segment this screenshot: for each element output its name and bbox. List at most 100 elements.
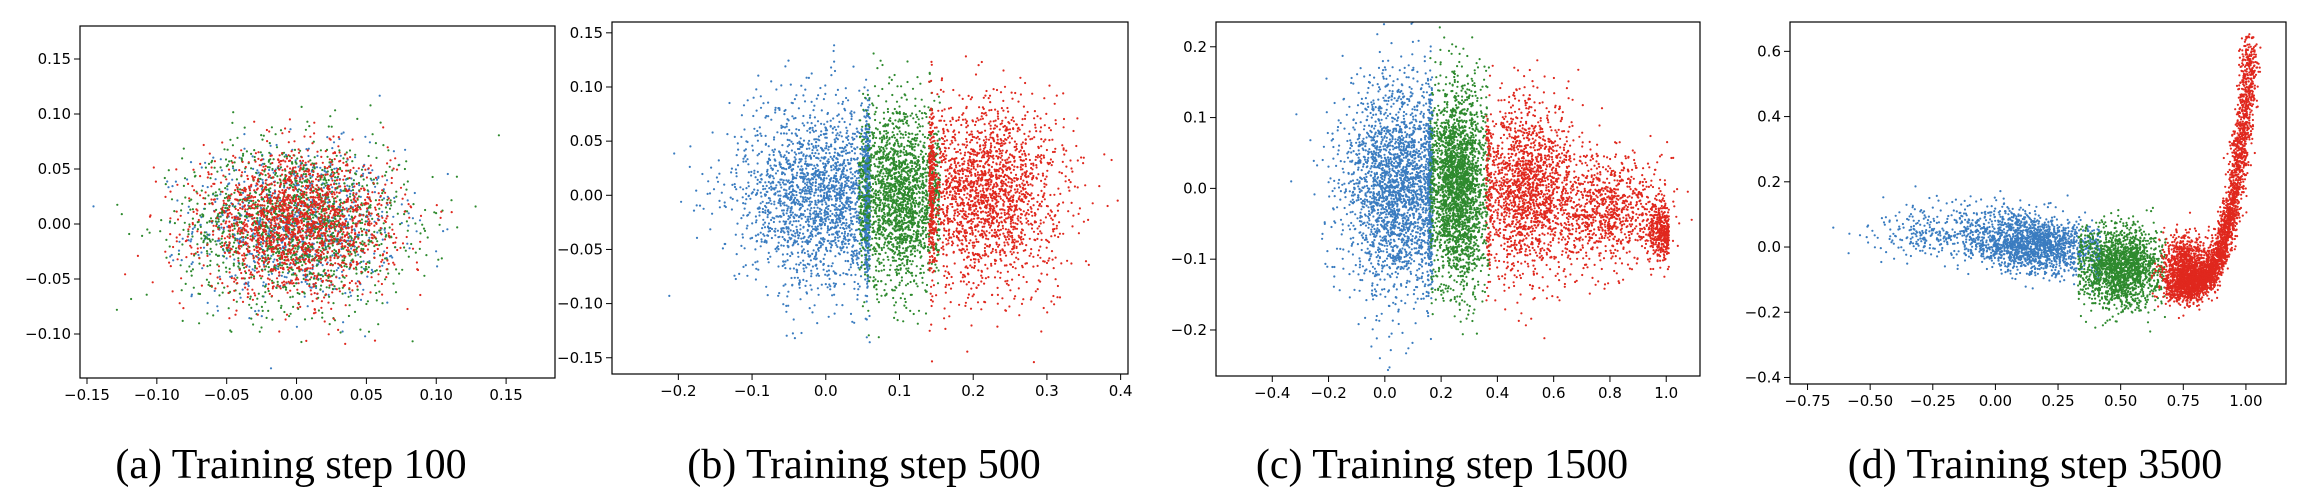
scatter-point <box>364 269 367 272</box>
scatter-point <box>238 242 241 245</box>
scatter-point <box>124 273 127 276</box>
scatter-point <box>287 141 290 144</box>
scatter-point <box>814 138 818 141</box>
scatter-point <box>317 179 320 182</box>
scatter-point <box>244 210 247 213</box>
scatter-point <box>759 95 762 98</box>
scatter-point <box>375 243 378 246</box>
scatter-point <box>455 175 458 178</box>
scatter-point <box>198 322 201 325</box>
scatter-point <box>736 199 739 202</box>
scatter-point <box>338 203 341 206</box>
scatter-point <box>321 251 324 254</box>
scatter-point <box>337 136 340 139</box>
scatter-point <box>228 233 231 236</box>
scatter-point <box>333 221 336 224</box>
scatter-point <box>327 333 330 336</box>
scatter-point <box>348 185 351 188</box>
scatter-point <box>220 245 223 248</box>
scatter-point <box>314 225 317 228</box>
scatter-point <box>419 232 422 235</box>
scatter-point <box>294 247 297 250</box>
scatter-point <box>779 202 782 205</box>
scatter-point <box>329 115 332 118</box>
scatter-point <box>366 275 369 278</box>
scatter-point <box>291 168 294 171</box>
scatter-point <box>391 228 394 231</box>
scatter-point <box>221 214 224 217</box>
scatter-point <box>339 331 342 334</box>
scatter-point <box>293 244 296 247</box>
y-tick-label: 0.15 <box>38 50 71 68</box>
scatter-point <box>381 192 384 195</box>
scatter-point <box>254 266 257 269</box>
scatter-point <box>279 220 282 223</box>
scatter-point <box>827 315 830 318</box>
scatter-point <box>233 241 236 244</box>
scatter-point <box>154 180 157 183</box>
scatter-point <box>265 194 268 197</box>
scatter-point <box>289 249 292 252</box>
scatter-point <box>164 250 167 253</box>
scatter-point <box>252 245 255 248</box>
scatter-point <box>263 265 266 268</box>
scatter-point <box>258 225 261 228</box>
scatter-point <box>253 216 256 220</box>
scatter-point <box>326 136 329 139</box>
scatter-point <box>241 254 244 257</box>
scatter-point <box>160 219 163 222</box>
scatter-point <box>191 261 194 264</box>
scatter-point <box>332 214 335 217</box>
scatter-point <box>305 234 308 237</box>
scatter-point <box>316 248 319 251</box>
scatter-point <box>313 274 316 277</box>
scatter-point <box>787 205 790 208</box>
scatter-point <box>285 235 288 238</box>
scatter-point <box>195 190 198 193</box>
scatter-point <box>386 246 389 249</box>
scatter-point <box>791 211 794 214</box>
scatter-point <box>237 257 240 260</box>
scatter-point <box>410 206 413 209</box>
scatter-point <box>293 140 296 143</box>
scatter-point <box>286 178 289 181</box>
scatter-point <box>776 131 779 134</box>
scatter-point <box>322 200 325 203</box>
scatter-point <box>243 252 246 255</box>
scatter-point <box>265 224 268 227</box>
scatter-point <box>280 251 283 254</box>
scatter-point <box>281 213 284 216</box>
scatter-point <box>244 218 247 221</box>
scatter-point <box>295 325 298 328</box>
scatter-point <box>223 196 226 200</box>
scatter-point <box>855 252 859 255</box>
scatter-point <box>407 224 410 227</box>
scatter-point <box>247 250 250 254</box>
scatter-point <box>299 164 302 167</box>
scatter-point <box>254 264 257 268</box>
scatter-point <box>320 213 323 216</box>
scatter-point <box>309 289 312 292</box>
scatter-point <box>291 244 294 247</box>
scatter-point <box>288 244 291 247</box>
scatter-point <box>294 160 297 164</box>
scatter-point <box>262 214 266 217</box>
scatter-point <box>310 245 313 248</box>
scatter-point <box>289 218 292 221</box>
scatter-point <box>401 268 404 271</box>
scatter-point <box>348 254 351 257</box>
scatter-point <box>329 256 332 259</box>
scatter-point <box>810 190 814 193</box>
scatter-point <box>243 266 246 269</box>
scatter-point <box>309 196 312 199</box>
scatter-point <box>292 305 295 308</box>
scatter-point <box>286 291 289 294</box>
scatter-point <box>370 272 373 275</box>
scatter-point <box>261 222 264 225</box>
scatter-point <box>271 161 274 165</box>
scatter-point <box>390 181 393 185</box>
scatter-point <box>826 120 829 123</box>
scatter-point <box>316 227 319 230</box>
scatter-point <box>358 214 361 217</box>
scatter-point <box>295 276 298 279</box>
